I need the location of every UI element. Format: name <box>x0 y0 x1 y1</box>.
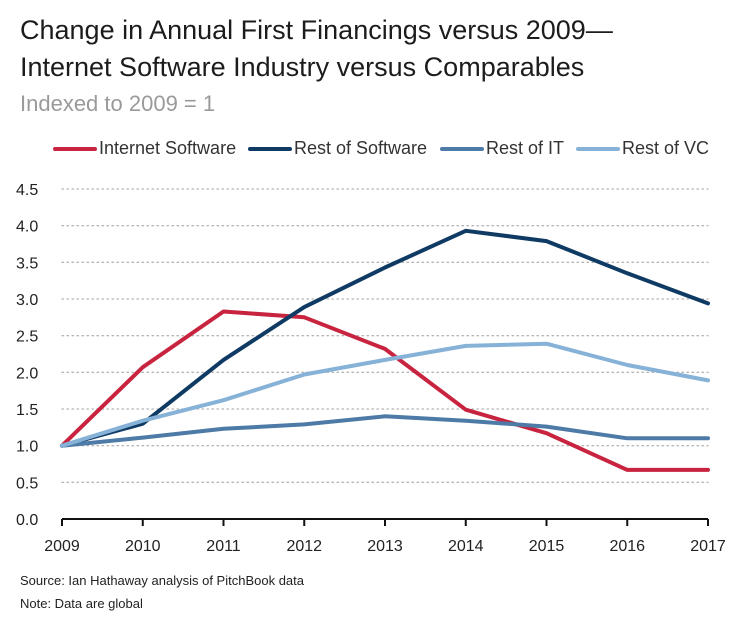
y-tick-label: 3.5 <box>16 255 38 272</box>
series-line-rest-of-software <box>60 228 710 448</box>
legend-swatch <box>576 147 620 151</box>
x-tick-label: 2012 <box>286 538 322 555</box>
legend-swatch <box>248 147 292 151</box>
source-note: Source: Ian Hathaway analysis of PitchBo… <box>20 573 304 588</box>
chart-title: Change in Annual First Financings versus… <box>20 12 740 86</box>
x-tick-label: 2009 <box>44 538 80 555</box>
series-line-rest-of-vc <box>60 341 710 448</box>
x-tick-label: 2011 <box>206 538 241 555</box>
chart-title-line-1: Change in Annual First Financings versus… <box>20 15 613 45</box>
y-tick-label: 4.5 <box>16 182 38 199</box>
y-tick-label: 1.0 <box>16 439 38 456</box>
x-tick-label: 2015 <box>529 538 565 555</box>
y-tick-label: 0.0 <box>16 512 38 529</box>
chart-subtitle: Indexed to 2009 = 1 <box>20 91 216 116</box>
x-tick-label: 2014 <box>448 538 484 555</box>
legend-label: Rest of IT <box>486 138 565 158</box>
chart-title-line-2: Internet Software Industry versus Compar… <box>20 52 585 82</box>
series-line-rest-of-it <box>60 414 710 448</box>
y-tick-label: 3.0 <box>16 292 38 309</box>
y-tick-label: 1.5 <box>16 402 38 419</box>
legend-label: Internet Software <box>99 138 237 158</box>
x-tick-label: 2017 <box>690 538 726 555</box>
x-tick-label: 2010 <box>125 538 161 555</box>
legend-label: Rest of Software <box>294 138 428 158</box>
series-line-internet-software <box>60 309 710 472</box>
y-tick-label: 4.0 <box>16 219 38 236</box>
x-tick-label: 2016 <box>609 538 645 555</box>
x-tick-label: 2013 <box>367 538 403 555</box>
y-tick-label: 2.0 <box>16 365 38 382</box>
legend-swatch <box>53 147 97 151</box>
y-tick-label: 0.5 <box>16 475 38 492</box>
y-tick-label: 2.5 <box>16 329 38 346</box>
legend-swatch <box>440 147 484 151</box>
legend-label: Rest of VC <box>622 138 710 158</box>
chart-legend: Internet Software Rest of Software Rest of… <box>0 135 750 163</box>
data-note: Note: Data are global <box>20 596 143 611</box>
